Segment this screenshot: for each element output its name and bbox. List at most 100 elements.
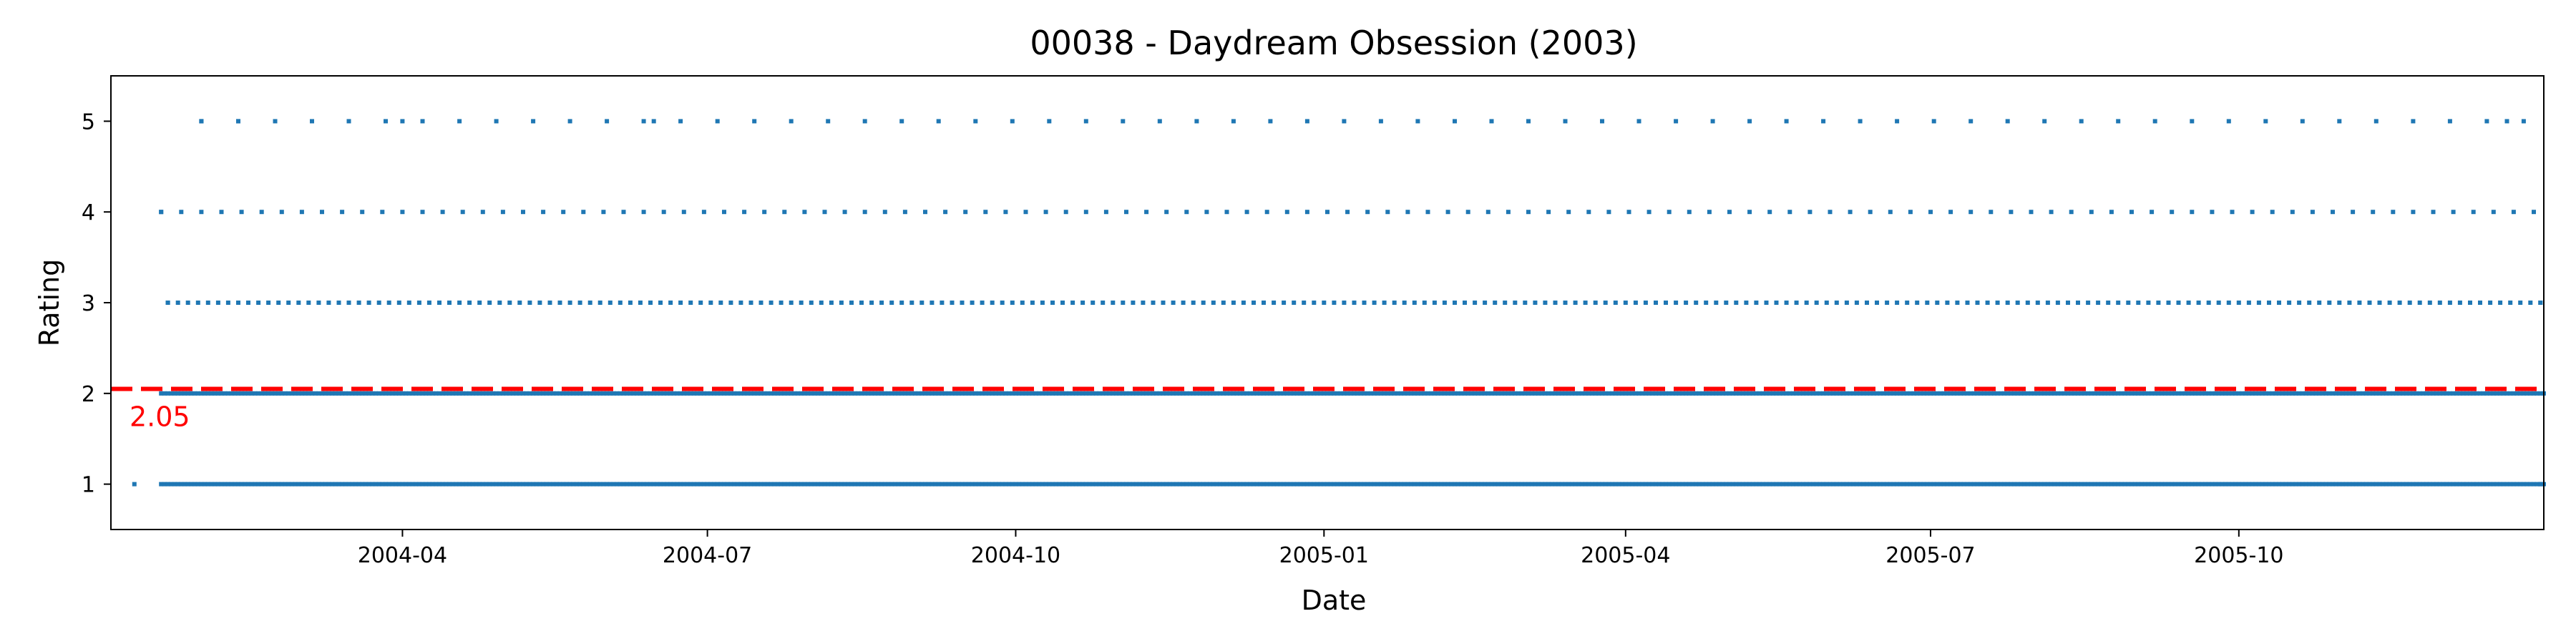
data-point: [406, 482, 411, 487]
data-point: [1304, 119, 1309, 124]
data-point: [1164, 482, 1169, 487]
data-point: [420, 482, 425, 487]
data-point: [862, 119, 867, 124]
data-point: [1248, 482, 1253, 487]
data-point: [175, 391, 180, 396]
data-point: [2457, 391, 2462, 396]
data-point: [1747, 119, 1752, 124]
data-point: [1807, 482, 1813, 487]
data-point: [899, 482, 904, 487]
data-point: [2069, 391, 2074, 396]
data-point: [950, 301, 955, 305]
data-point: [551, 482, 556, 487]
data-point: [1979, 391, 1984, 396]
data-point: [353, 482, 358, 487]
data-point: [1422, 482, 1427, 487]
data-point: [1345, 210, 1350, 215]
data-point: [1613, 391, 1618, 396]
data-point: [209, 482, 214, 487]
data-point: [2122, 391, 2127, 396]
data-point: [1513, 301, 1518, 305]
data-point: [819, 301, 824, 305]
data-point: [1583, 301, 1588, 305]
data-point: [1017, 482, 1022, 487]
data-point: [1821, 391, 1826, 396]
data-point: [1730, 391, 1735, 396]
data-point: [2203, 482, 2207, 487]
data-point: [1101, 301, 1106, 305]
data-point: [1063, 391, 1068, 396]
data-point: [618, 391, 623, 396]
data-point: [1322, 301, 1327, 305]
data-point: [414, 391, 419, 396]
data-point: [577, 301, 582, 305]
data-point: [1368, 482, 1373, 487]
data-point: [2327, 391, 2332, 396]
data-point: [1405, 210, 1410, 215]
data-point: [1861, 391, 1866, 396]
data-point: [983, 210, 988, 215]
data-point: [2353, 391, 2358, 396]
data-point: [527, 301, 532, 305]
data-point: [1020, 482, 1025, 487]
data-point: [1322, 482, 1327, 487]
data-point: [980, 301, 985, 305]
data-point: [701, 210, 706, 215]
data-point: [2009, 210, 2014, 215]
data-point: [2270, 482, 2275, 487]
data-point: [394, 482, 399, 487]
data-point: [172, 391, 177, 396]
data-point: [544, 482, 549, 487]
data-point: [2287, 391, 2292, 396]
data-point: [239, 482, 244, 487]
data-point: [1961, 391, 1966, 396]
data-point: [1844, 482, 1849, 487]
data-point: [2371, 210, 2376, 215]
data-point: [1282, 301, 1287, 305]
data-point: [296, 391, 301, 396]
data-point: [1777, 482, 1782, 487]
data-point: [668, 482, 673, 487]
data-point: [1526, 119, 1531, 124]
data-point: [1888, 210, 1893, 215]
data-point: [2290, 391, 2295, 396]
data-point: [2421, 391, 2426, 396]
data-point: [1302, 482, 1307, 487]
data-point: [1657, 482, 1662, 487]
data-point: [2136, 301, 2141, 305]
data-point: [2441, 482, 2446, 487]
data-point: [748, 391, 753, 396]
data-point: [1335, 482, 1340, 487]
data-point: [902, 391, 907, 396]
data-point: [688, 301, 693, 305]
data-point: [2290, 210, 2295, 215]
data-point: [1415, 482, 1420, 487]
data-point: [1060, 391, 1065, 396]
data-point: [1516, 391, 1521, 396]
data-point: [1278, 482, 1283, 487]
data-point: [511, 482, 515, 487]
data-point: [2226, 119, 2231, 124]
data-point: [1918, 482, 1923, 487]
data-point: [1543, 391, 1548, 396]
data-point: [2216, 391, 2221, 396]
data-point: [671, 391, 676, 396]
data-point: [1915, 301, 1920, 305]
data-point: [1898, 391, 1903, 396]
data-point: [1951, 391, 1956, 396]
data-point: [259, 391, 264, 396]
data-point: [1523, 482, 1528, 487]
data-point: [621, 482, 626, 487]
data-point: [330, 391, 335, 396]
data-point: [1704, 391, 1709, 396]
data-point: [2280, 482, 2285, 487]
data-point: [1750, 391, 1755, 396]
data-point: [2019, 482, 2024, 487]
data-point: [1455, 391, 1460, 396]
data-point: [477, 482, 482, 487]
data-point: [2387, 482, 2392, 487]
data-point: [1626, 482, 1631, 487]
data-point: [648, 482, 653, 487]
data-point: [1694, 301, 1699, 305]
data-point: [434, 482, 439, 487]
